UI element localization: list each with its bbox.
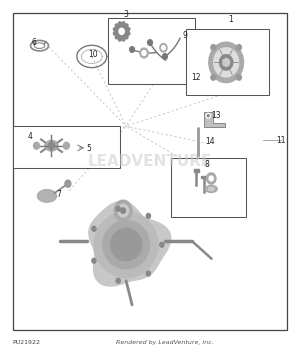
Polygon shape: [211, 75, 216, 80]
Polygon shape: [209, 176, 213, 181]
Text: 3: 3: [124, 10, 128, 19]
Polygon shape: [220, 55, 233, 70]
Polygon shape: [65, 180, 71, 187]
Polygon shape: [89, 202, 171, 286]
Text: 4: 4: [28, 132, 32, 141]
Polygon shape: [204, 112, 225, 127]
Polygon shape: [140, 48, 148, 58]
Polygon shape: [148, 40, 152, 45]
Polygon shape: [160, 43, 167, 52]
Bar: [108, 18, 195, 84]
Text: PU21922: PU21922: [13, 340, 40, 345]
Text: 10: 10: [88, 50, 98, 59]
Polygon shape: [34, 142, 40, 149]
Polygon shape: [206, 113, 210, 118]
Text: 6: 6: [31, 38, 36, 47]
Polygon shape: [116, 206, 120, 211]
Polygon shape: [146, 214, 151, 218]
Polygon shape: [160, 242, 164, 247]
Text: 8: 8: [204, 160, 209, 169]
Polygon shape: [237, 75, 242, 80]
Bar: [201, 176, 206, 178]
Polygon shape: [205, 186, 217, 192]
Polygon shape: [237, 44, 242, 50]
Bar: [13, 126, 120, 168]
Polygon shape: [209, 42, 244, 83]
Polygon shape: [49, 142, 54, 149]
Text: Rendered by LeadVenture, Inc.: Rendered by LeadVenture, Inc.: [116, 340, 214, 345]
Bar: [186, 29, 269, 95]
Polygon shape: [130, 47, 134, 52]
Polygon shape: [142, 50, 146, 55]
Polygon shape: [113, 22, 130, 41]
Bar: [171, 158, 246, 217]
Polygon shape: [111, 229, 142, 261]
Polygon shape: [94, 212, 158, 278]
Polygon shape: [211, 44, 216, 50]
Bar: [194, 169, 199, 172]
Text: 11: 11: [277, 136, 286, 145]
Text: 9: 9: [183, 31, 188, 40]
Polygon shape: [121, 208, 125, 213]
Polygon shape: [118, 204, 128, 217]
Polygon shape: [214, 48, 239, 77]
Text: 5: 5: [86, 144, 91, 153]
Text: 12: 12: [191, 73, 201, 82]
Polygon shape: [206, 173, 216, 184]
Text: LEADVENTURE: LEADVENTURE: [88, 154, 212, 169]
Polygon shape: [63, 142, 69, 149]
Polygon shape: [45, 140, 58, 151]
Polygon shape: [119, 28, 124, 34]
Polygon shape: [116, 278, 120, 283]
Polygon shape: [223, 58, 230, 66]
Polygon shape: [38, 190, 56, 202]
Text: 13: 13: [211, 111, 220, 120]
Polygon shape: [207, 115, 209, 117]
Text: 1: 1: [228, 15, 233, 24]
Polygon shape: [163, 54, 167, 59]
Polygon shape: [92, 226, 96, 231]
Polygon shape: [208, 187, 214, 191]
Polygon shape: [103, 220, 149, 269]
Polygon shape: [92, 258, 96, 263]
Polygon shape: [114, 200, 132, 221]
Text: 7: 7: [56, 190, 61, 199]
Text: 14: 14: [205, 138, 214, 146]
Polygon shape: [146, 271, 151, 276]
Polygon shape: [162, 46, 165, 50]
